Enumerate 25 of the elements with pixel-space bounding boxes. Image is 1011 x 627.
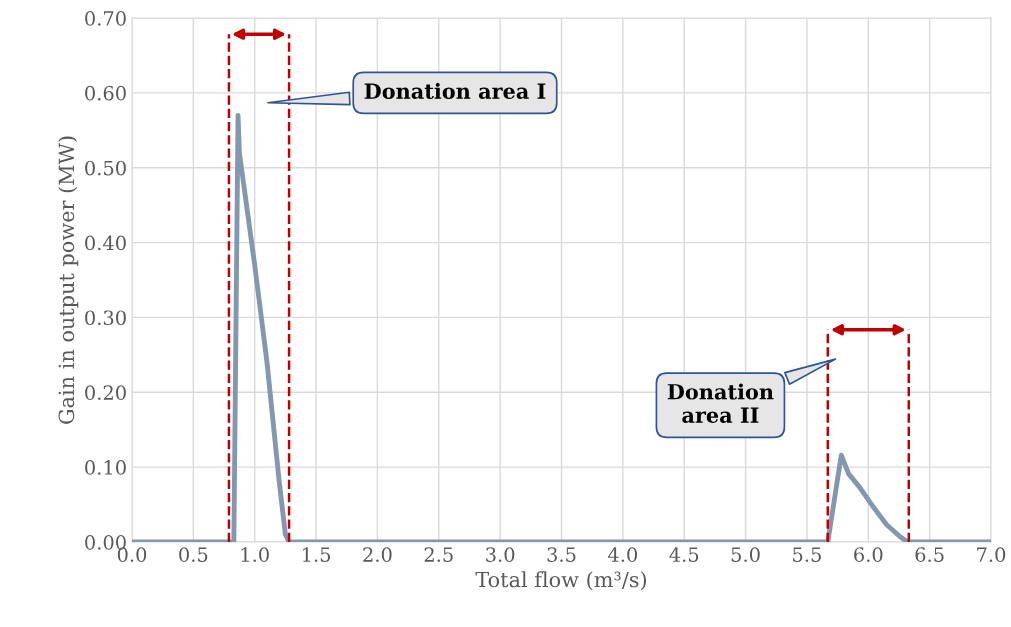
y-tick-label: 0.60 xyxy=(85,85,126,101)
y-tick-label: 0.30 xyxy=(85,310,126,326)
x-tick-label: 7.0 xyxy=(977,547,1006,562)
x-tick-label: 3.5 xyxy=(547,547,576,562)
x-tick-label: 3.0 xyxy=(486,547,515,562)
y-tick-label: 0.20 xyxy=(85,385,126,400)
x-axis-title: Total flow (m³/s) xyxy=(475,571,647,591)
x-tick-label: 5.0 xyxy=(731,547,760,562)
x-tick-label: 6.5 xyxy=(915,547,944,562)
x-tick-label: 1.0 xyxy=(241,547,269,562)
y-tick-label: 0.40 xyxy=(85,235,126,251)
y-tick-label: 0.10 xyxy=(85,460,126,475)
y-axis-title: Gain in output power (MW) xyxy=(58,136,79,424)
x-tick-label: 1.5 xyxy=(302,547,331,562)
x-tick-label: 4.0 xyxy=(607,547,638,562)
annotation: Donation area I xyxy=(364,82,546,99)
x-tick-label: 2.0 xyxy=(363,547,392,562)
x-tick-label: 6.0 xyxy=(854,547,883,562)
x-tick-label: 0.5 xyxy=(179,547,208,562)
x-tick-label: 5.5 xyxy=(793,547,821,562)
y-tick-label: 0.70 xyxy=(85,10,126,26)
annotation: Donation area II xyxy=(667,383,774,423)
x-tick-label: 2.5 xyxy=(424,547,453,562)
y-tick-label: 0.50 xyxy=(85,160,126,176)
x-tick-label: 4.5 xyxy=(669,547,699,562)
